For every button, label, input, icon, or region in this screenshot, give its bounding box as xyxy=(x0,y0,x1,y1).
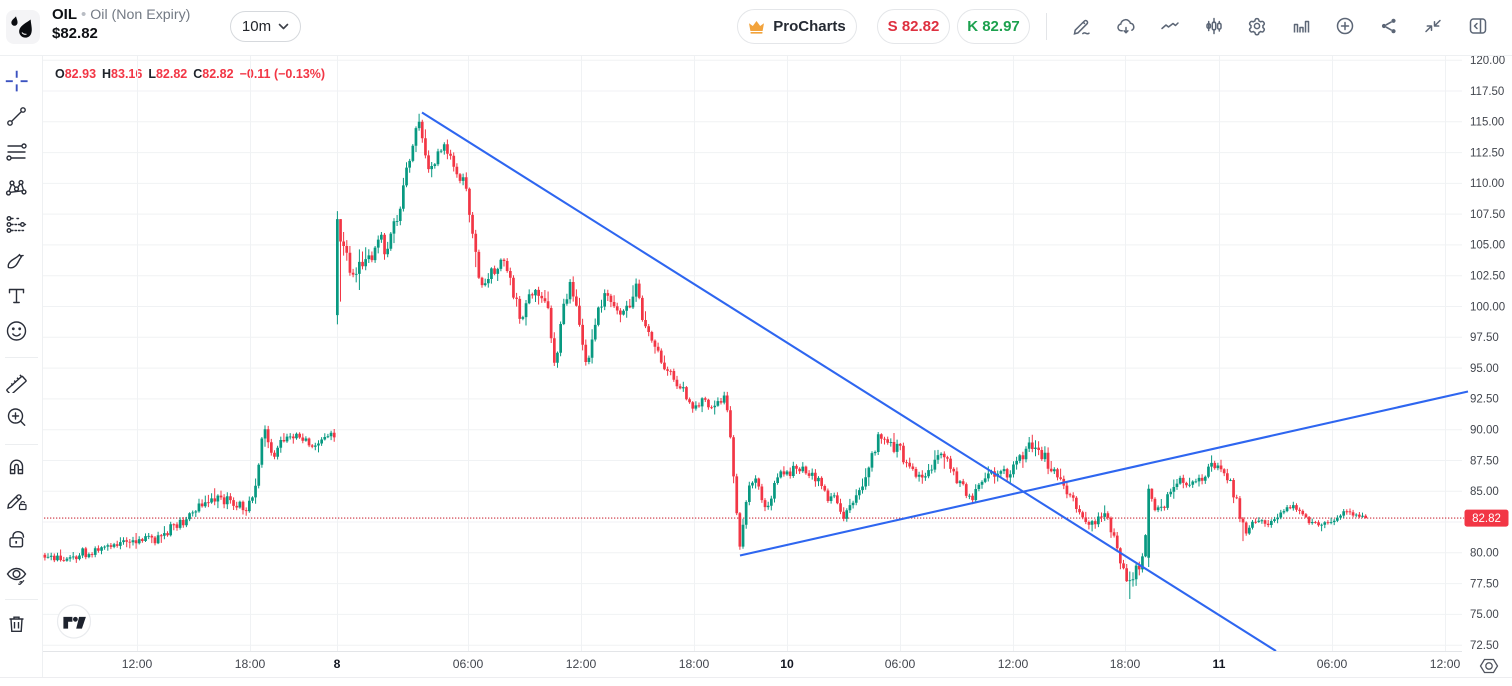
svg-text:06:00: 06:00 xyxy=(453,657,484,671)
svg-text:105.00: 105.00 xyxy=(1470,240,1505,252)
svg-text:8: 8 xyxy=(334,657,341,671)
svg-text:92.50: 92.50 xyxy=(1470,394,1499,406)
svg-text:80.00: 80.00 xyxy=(1470,548,1499,560)
svg-text:87.50: 87.50 xyxy=(1470,455,1499,467)
svg-text:82.82: 82.82 xyxy=(1472,513,1501,525)
svg-text:85.00: 85.00 xyxy=(1470,486,1499,498)
svg-text:120.00: 120.00 xyxy=(1470,56,1505,67)
svg-text:06:00: 06:00 xyxy=(885,657,916,671)
svg-text:72.50: 72.50 xyxy=(1470,640,1499,652)
svg-text:12:00: 12:00 xyxy=(122,657,153,671)
svg-text:12:00: 12:00 xyxy=(1430,657,1461,671)
svg-text:75.00: 75.00 xyxy=(1470,609,1499,621)
svg-text:117.50: 117.50 xyxy=(1470,86,1504,98)
svg-text:115.00: 115.00 xyxy=(1470,117,1504,129)
svg-text:97.50: 97.50 xyxy=(1470,332,1499,344)
svg-text:06:00: 06:00 xyxy=(1317,657,1348,671)
svg-text:95.00: 95.00 xyxy=(1470,363,1499,375)
svg-text:12:00: 12:00 xyxy=(998,657,1029,671)
svg-text:18:00: 18:00 xyxy=(679,657,710,671)
svg-text:18:00: 18:00 xyxy=(1110,657,1141,671)
svg-text:77.50: 77.50 xyxy=(1470,578,1499,590)
svg-text:107.50: 107.50 xyxy=(1470,209,1505,221)
svg-text:102.50: 102.50 xyxy=(1470,271,1505,283)
svg-text:112.50: 112.50 xyxy=(1470,147,1504,159)
svg-text:90.00: 90.00 xyxy=(1470,425,1499,437)
svg-text:110.00: 110.00 xyxy=(1470,178,1504,190)
svg-text:10: 10 xyxy=(780,657,794,671)
svg-text:100.00: 100.00 xyxy=(1470,301,1505,313)
svg-text:18:00: 18:00 xyxy=(235,657,266,671)
svg-text:11: 11 xyxy=(1213,657,1226,671)
svg-text:12:00: 12:00 xyxy=(566,657,597,671)
